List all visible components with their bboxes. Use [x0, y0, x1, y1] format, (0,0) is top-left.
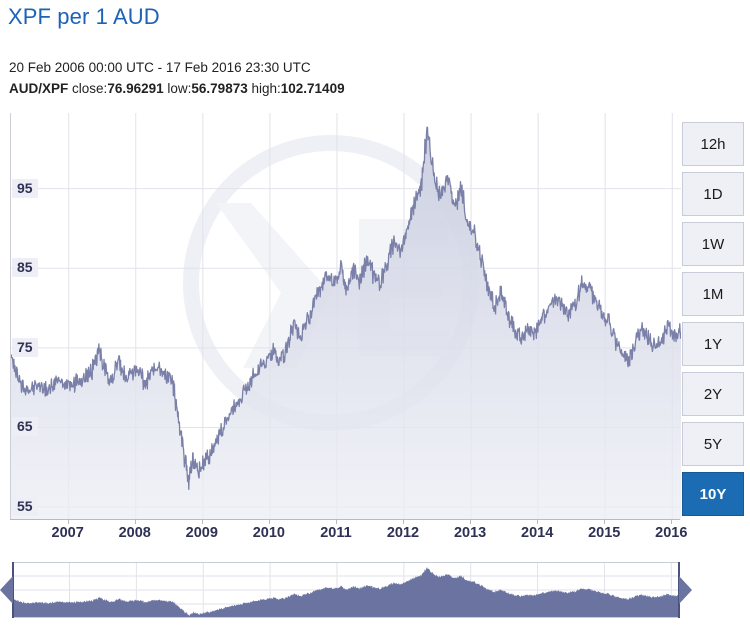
currency-pair-label: AUD/XPF [9, 81, 69, 96]
range-button-5y[interactable]: 5Y [682, 422, 744, 466]
x-axis-tick [671, 519, 673, 524]
y-axis-label: 95 [12, 178, 38, 198]
y-axis-label: 85 [12, 258, 38, 278]
quote-summary: AUD/XPF close:76.96291 low:56.79873 high… [9, 81, 345, 96]
navigator-sparkline [12, 562, 680, 618]
price-line [11, 126, 681, 491]
low-value: 56.79873 [191, 81, 248, 96]
low-label: low: [167, 81, 192, 96]
y-axis-label: 55 [12, 497, 38, 517]
x-axis-label: 2009 [185, 525, 218, 541]
x-axis-label: 2013 [453, 525, 487, 541]
range-button-1d[interactable]: 1D [682, 172, 744, 216]
triangle-right-icon[interactable] [678, 576, 692, 604]
range-selector[interactable]: 12h 1D 1W 1M 1Y 2Y 5Y 10Y [682, 122, 744, 522]
y-axis-label: 65 [12, 417, 38, 437]
x-axis-tick [335, 519, 337, 524]
x-axis-tick [604, 519, 606, 524]
range-button-2y[interactable]: 2Y [682, 372, 744, 416]
price-area-fill [11, 127, 681, 519]
chart-navigator[interactable] [0, 562, 692, 618]
x-axis-label: 2008 [118, 525, 151, 541]
high-label: high: [251, 81, 281, 96]
date-range-label: 20 Feb 2006 00:00 UTC - 17 Feb 2016 23:3… [9, 60, 311, 75]
range-button-1y[interactable]: 1Y [682, 322, 744, 366]
x-axis-label: 2015 [588, 525, 621, 541]
x-axis-label: 2010 [252, 525, 286, 541]
navigator-area-fill [12, 567, 680, 618]
triangle-left-icon[interactable] [0, 576, 14, 604]
range-button-10y[interactable]: 10Y [682, 472, 744, 516]
x-axis-tick [134, 519, 136, 524]
close-label: close: [72, 81, 108, 96]
x-axis-label: 2011 [320, 525, 352, 541]
x-axis-line [10, 519, 680, 520]
x-axis-tick [201, 519, 203, 524]
x-axis-label: 2016 [655, 525, 688, 541]
x-axis-label: 2012 [386, 525, 420, 541]
x-axis-label: 2007 [51, 525, 84, 541]
high-value: 102.71409 [280, 81, 345, 96]
range-button-1w[interactable]: 1W [682, 222, 744, 266]
x-axis-tick [268, 519, 270, 524]
x-axis-label: 2014 [521, 525, 554, 541]
price-chart-plot [11, 113, 681, 519]
x-axis-tick [67, 519, 69, 524]
x-axis-tick [470, 519, 472, 524]
close-value: 76.96291 [107, 81, 164, 96]
range-button-12h[interactable]: 12h [682, 122, 744, 166]
price-chart[interactable] [10, 113, 681, 519]
range-button-1m[interactable]: 1M [682, 272, 744, 316]
x-axis-tick [403, 519, 404, 524]
page-title: XPF per 1 AUD [8, 4, 160, 29]
x-axis-tick [537, 519, 539, 524]
y-axis-label: 75 [12, 337, 38, 357]
